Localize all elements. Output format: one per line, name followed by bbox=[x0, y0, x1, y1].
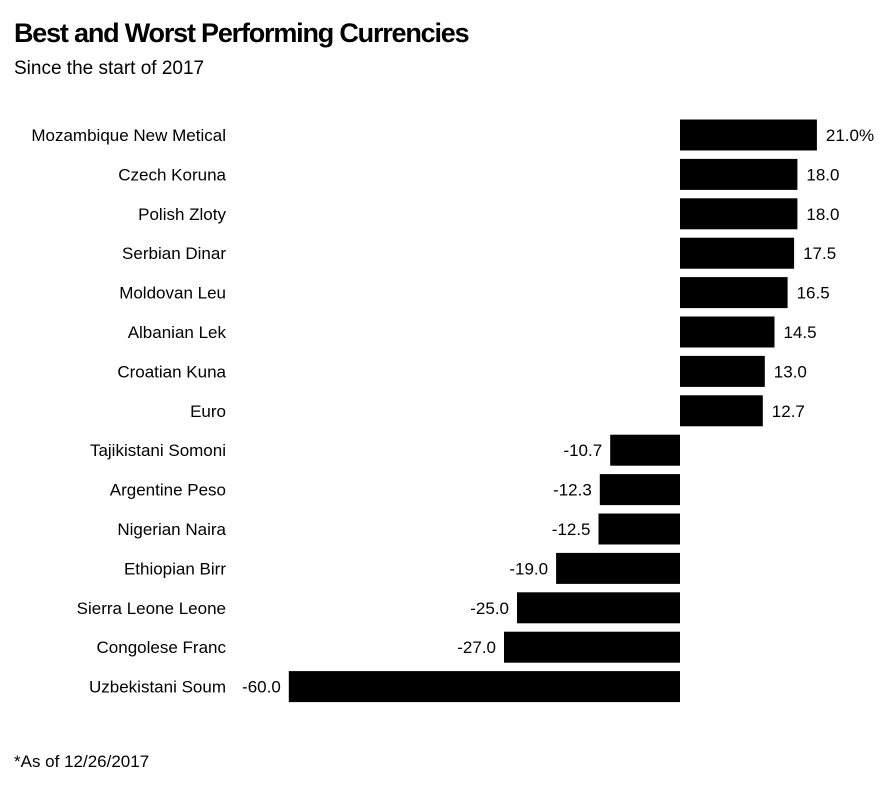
value-label: 13.0 bbox=[774, 362, 807, 381]
bar bbox=[517, 592, 680, 624]
value-label: -60.0 bbox=[242, 678, 281, 697]
bar bbox=[504, 631, 680, 663]
bar bbox=[556, 552, 680, 584]
category-label: Croatian Kuna bbox=[117, 362, 226, 381]
category-label: Euro bbox=[190, 402, 226, 421]
category-label: Tajikistani Somoni bbox=[90, 441, 226, 460]
value-label: -12.5 bbox=[552, 520, 591, 539]
value-label: -25.0 bbox=[470, 599, 509, 618]
value-label: -10.7 bbox=[563, 441, 602, 460]
value-label: 17.5 bbox=[803, 244, 836, 263]
bar bbox=[680, 277, 788, 309]
category-label: Albanian Lek bbox=[128, 323, 227, 342]
bar bbox=[680, 316, 775, 348]
value-label: 21.0% bbox=[826, 126, 874, 145]
value-label: -19.0 bbox=[509, 559, 548, 578]
category-label: Sierra Leone Leone bbox=[77, 599, 226, 618]
chart-subtitle: Since the start of 2017 bbox=[14, 58, 205, 79]
bar bbox=[288, 671, 680, 703]
category-label: Polish Zloty bbox=[138, 205, 226, 224]
category-label: Uzbekistani Soum bbox=[89, 678, 226, 697]
chart-footnote: *As of 12/26/2017 bbox=[14, 752, 150, 771]
bar bbox=[680, 355, 765, 387]
value-label: 16.5 bbox=[797, 284, 830, 303]
value-label: 18.0 bbox=[806, 205, 839, 224]
category-label: Czech Koruna bbox=[118, 165, 226, 184]
category-label: Moldovan Leu bbox=[119, 284, 226, 303]
category-label: Congolese Franc bbox=[97, 638, 227, 657]
bar bbox=[599, 474, 680, 506]
category-label: Mozambique New Metical bbox=[31, 126, 226, 145]
bar bbox=[680, 119, 817, 151]
category-label: Serbian Dinar bbox=[122, 244, 226, 263]
bar bbox=[680, 158, 798, 190]
value-label: 12.7 bbox=[772, 402, 805, 421]
bar bbox=[680, 198, 798, 230]
category-label: Nigerian Naira bbox=[117, 520, 226, 539]
category-label: Argentine Peso bbox=[110, 481, 226, 500]
category-label: Ethiopian Birr bbox=[124, 559, 226, 578]
value-label: -27.0 bbox=[457, 638, 496, 657]
value-label: -12.3 bbox=[553, 481, 592, 500]
bar bbox=[610, 434, 680, 466]
chart-title: Best and Worst Performing Currencies bbox=[14, 18, 470, 48]
bar bbox=[598, 513, 680, 545]
bar bbox=[680, 395, 763, 427]
bar bbox=[680, 237, 795, 269]
value-label: 14.5 bbox=[784, 323, 817, 342]
value-label: 18.0 bbox=[806, 165, 839, 184]
